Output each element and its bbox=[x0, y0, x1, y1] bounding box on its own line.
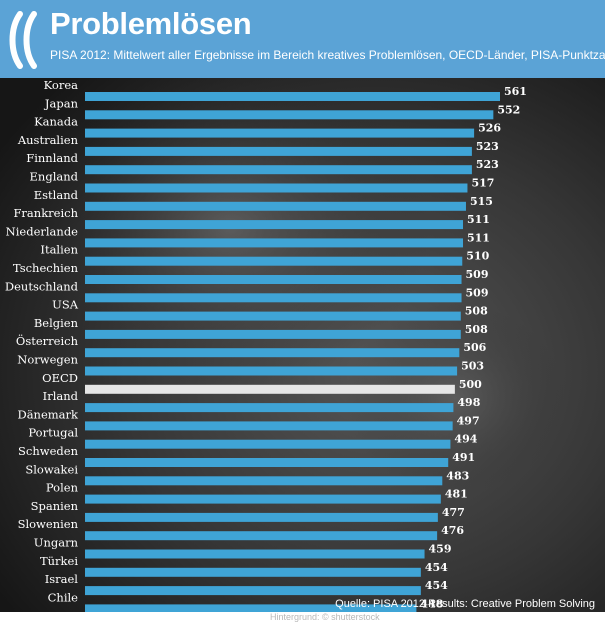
category-label: Spanien bbox=[31, 499, 79, 513]
category-label: Schweden bbox=[18, 444, 79, 458]
bar bbox=[85, 421, 453, 431]
value-label: 523 bbox=[476, 158, 499, 171]
bar bbox=[85, 110, 494, 120]
bar bbox=[85, 366, 458, 376]
bar bbox=[85, 146, 472, 156]
value-label: 523 bbox=[476, 140, 499, 153]
category-label: Norwegen bbox=[17, 353, 78, 367]
value-label: 517 bbox=[471, 177, 494, 190]
category-label: Frankreich bbox=[13, 206, 78, 220]
bar bbox=[85, 238, 464, 248]
chart-title: Problemlösen bbox=[50, 6, 252, 41]
value-label: 510 bbox=[466, 250, 489, 263]
bar bbox=[85, 567, 421, 577]
category-label: Portugal bbox=[28, 426, 78, 440]
value-label: 497 bbox=[457, 414, 480, 427]
category-label: Kanada bbox=[34, 115, 78, 129]
chart-subtitle: PISA 2012: Mittelwert aller Ergebnisse i… bbox=[50, 48, 605, 62]
value-label: 476 bbox=[441, 524, 464, 537]
header-banner: Problemlösen PISA 2012: Mittelwert aller… bbox=[0, 0, 605, 78]
bar bbox=[85, 458, 449, 467]
bar bbox=[85, 201, 466, 211]
category-label: Tschechien bbox=[13, 261, 79, 275]
category-label: Italien bbox=[40, 243, 78, 257]
value-label: 483 bbox=[446, 469, 469, 482]
category-label: OECD bbox=[42, 371, 78, 385]
bar bbox=[85, 165, 472, 175]
category-label: Polen bbox=[46, 481, 79, 495]
category-label: USA bbox=[52, 298, 79, 312]
bar bbox=[85, 256, 463, 266]
category-label: Slowenien bbox=[18, 517, 79, 531]
bar bbox=[85, 531, 438, 541]
bar bbox=[85, 128, 475, 138]
category-label: Ungarn bbox=[34, 536, 79, 550]
category-label: Estland bbox=[34, 188, 79, 202]
bar bbox=[85, 183, 468, 193]
value-label: 561 bbox=[504, 85, 527, 98]
value-label: 459 bbox=[429, 543, 452, 556]
category-label: Japan bbox=[44, 96, 79, 110]
category-label: England bbox=[30, 170, 79, 184]
value-label: 477 bbox=[442, 506, 465, 519]
value-label: 508 bbox=[465, 323, 488, 336]
bar bbox=[85, 384, 455, 394]
bar bbox=[85, 293, 462, 303]
bar bbox=[85, 311, 461, 321]
category-label: Niederlande bbox=[6, 224, 79, 238]
value-label: 508 bbox=[465, 305, 488, 318]
bar bbox=[85, 92, 500, 101]
category-label: Belgien bbox=[34, 316, 79, 330]
value-label: 454 bbox=[425, 561, 448, 574]
category-label: Australien bbox=[17, 133, 79, 147]
bar bbox=[85, 512, 438, 522]
value-label: 498 bbox=[457, 396, 480, 409]
value-label: 511 bbox=[467, 213, 490, 226]
bar bbox=[85, 549, 425, 559]
category-label: Slowakei bbox=[25, 462, 78, 476]
value-label: 511 bbox=[467, 231, 490, 244]
image-credit: Hintergrund: © shutterstock bbox=[270, 612, 380, 622]
value-label: 448 bbox=[420, 597, 443, 610]
bar-chart: Korea 561 Japan 552 Kanada 526 Australien 523 Fi… bbox=[0, 78, 605, 612]
bar bbox=[85, 439, 451, 449]
category-label: Finnland bbox=[26, 151, 78, 165]
bar bbox=[85, 586, 421, 596]
category-label: Irland bbox=[43, 389, 79, 403]
bar bbox=[85, 220, 464, 230]
category-label: Korea bbox=[44, 78, 79, 92]
oecd-logo-icon bbox=[9, 11, 37, 69]
bar bbox=[85, 476, 443, 486]
bar bbox=[85, 403, 454, 413]
category-label: Dänemark bbox=[17, 407, 79, 421]
source-note: Quelle: PISA 2012 Results: Creative Prob… bbox=[335, 598, 595, 610]
bar bbox=[85, 348, 460, 358]
value-label: 500 bbox=[459, 378, 482, 391]
value-label: 494 bbox=[454, 433, 477, 446]
image-credit-strip: Hintergrund: © shutterstock bbox=[0, 612, 605, 625]
category-label: Israel bbox=[45, 572, 79, 586]
value-label: 552 bbox=[497, 103, 520, 116]
value-label: 481 bbox=[445, 488, 468, 501]
bar bbox=[85, 329, 461, 339]
bar bbox=[85, 604, 417, 612]
category-label: Türkei bbox=[40, 554, 78, 568]
category-label: Österreich bbox=[16, 334, 79, 348]
value-label: 503 bbox=[461, 360, 484, 373]
value-label: 526 bbox=[478, 122, 501, 135]
category-label: Deutschland bbox=[5, 279, 79, 293]
value-label: 509 bbox=[466, 268, 489, 281]
value-label: 491 bbox=[452, 451, 475, 464]
value-label: 454 bbox=[425, 579, 448, 592]
category-label: Chile bbox=[48, 590, 79, 604]
value-label: 509 bbox=[466, 286, 489, 299]
value-label: 506 bbox=[463, 341, 486, 354]
bar bbox=[85, 494, 441, 504]
value-label: 515 bbox=[470, 195, 493, 208]
bar bbox=[85, 275, 462, 284]
